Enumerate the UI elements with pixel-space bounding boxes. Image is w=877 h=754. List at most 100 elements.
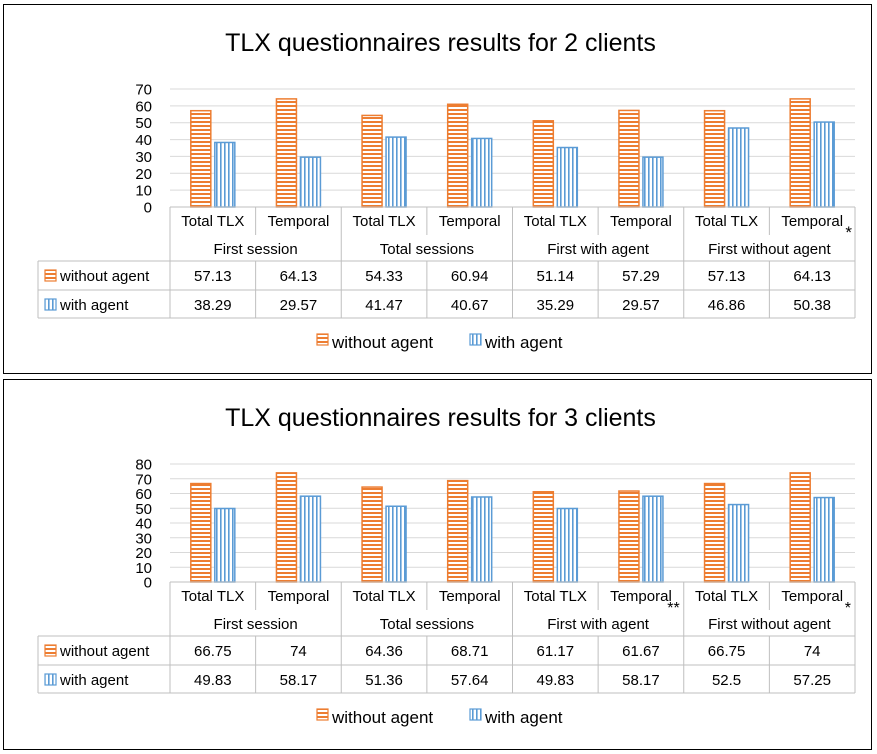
table-value: 61.17: [537, 643, 575, 660]
group-label: Total sessions: [380, 616, 474, 633]
chart-title: TLX questionnaires results for 3 clients: [225, 404, 656, 432]
y-tick-label: 40: [135, 516, 152, 533]
bar: [275, 98, 298, 208]
bar: [789, 472, 811, 583]
table-value: 58.17: [622, 672, 660, 689]
bar: [727, 127, 750, 208]
category-label: Temporal: [268, 213, 330, 230]
table-value: 52.5: [712, 672, 741, 689]
y-tick-label: 20: [135, 166, 152, 183]
bar: [642, 156, 664, 208]
y-tick-label: 40: [135, 132, 152, 149]
legend: without agent with agent: [316, 708, 563, 727]
y-tick-label: 50: [135, 501, 152, 518]
chart-title: TLX questionnaires results for 2 clients: [225, 29, 656, 57]
without-agent-key: [44, 644, 57, 657]
table-value: 51.14: [537, 268, 575, 285]
category-label: Temporal: [781, 213, 843, 230]
category-label: Total TLX: [353, 588, 416, 605]
group-label: First with agent: [547, 241, 650, 258]
bar: [727, 503, 750, 583]
table-value: 64.13: [280, 268, 318, 285]
table-value: 46.86: [708, 297, 746, 314]
gridlines: [170, 463, 855, 583]
chart-svg: TLX questionnaires results for 2 clients…: [37, 29, 856, 352]
bar: [813, 121, 835, 208]
bar: [214, 141, 236, 208]
legend-swatch-with-agent: [469, 708, 482, 721]
table-value: 57.13: [708, 268, 746, 285]
table-value: 64.36: [365, 643, 403, 660]
table-value: 58.17: [280, 672, 318, 689]
chart-panel-2-clients: TLX questionnaires results for 2 clients…: [3, 4, 872, 374]
category-label: Total TLX: [181, 213, 244, 230]
group-label: First with agent: [547, 616, 650, 633]
y-tick-label: 30: [135, 149, 152, 166]
category-label: Total TLX: [524, 213, 587, 230]
y-tick-label: 0: [144, 200, 152, 217]
table-value: 41.47: [365, 297, 403, 314]
data-table: [37, 206, 856, 319]
chart-svg: TLX questionnaires results for 3 clients…: [37, 404, 856, 727]
gridlines: [170, 88, 855, 208]
y-tick-label: 20: [135, 545, 152, 562]
y-tick-label: 70: [135, 471, 152, 488]
bar: [275, 472, 298, 583]
category-label: Temporal: [439, 213, 501, 230]
table-value: 38.29: [194, 297, 232, 314]
y-tick-label: 70: [135, 82, 152, 99]
y-tick-label: 80: [135, 457, 152, 474]
bar: [618, 109, 640, 208]
bar: [385, 505, 407, 583]
table-value: 57.29: [622, 268, 660, 285]
group-label: First without agent: [708, 616, 831, 633]
y-tick-label: 10: [135, 560, 152, 577]
group-label: Total sessions: [380, 241, 474, 258]
table-value: 68.71: [451, 643, 489, 660]
category-label: Temporal: [268, 588, 330, 605]
data-table: [37, 581, 856, 694]
bar: [556, 507, 579, 583]
table-value: 49.83: [194, 672, 232, 689]
bar: [470, 496, 493, 583]
category-label: Total TLX: [695, 213, 758, 230]
table-value: 35.29: [537, 297, 575, 314]
bar: [532, 491, 555, 583]
legend-label: with agent: [484, 708, 563, 727]
y-tick-label: 60: [135, 98, 152, 115]
with-agent-key: [44, 673, 57, 686]
bar: [214, 507, 236, 583]
bar: [190, 109, 212, 208]
category-label: Total TLX: [353, 213, 416, 230]
category-label: Temporal: [781, 588, 843, 605]
series-without-agent: [190, 98, 811, 208]
legend-label: without agent: [331, 333, 433, 352]
significance-marker: *: [845, 223, 852, 242]
table-value: 54.33: [365, 268, 403, 285]
table-value: 57.13: [194, 268, 232, 285]
row-header: without agent: [59, 268, 150, 285]
category-label: Temporal: [610, 213, 672, 230]
category-label: Total TLX: [181, 588, 244, 605]
table-value: 57.25: [793, 672, 831, 689]
series-with-agent: [214, 121, 835, 208]
series-without-agent: [190, 472, 811, 583]
legend-swatch-without-agent: [316, 333, 329, 346]
series-with-agent: [214, 495, 835, 583]
legend-swatch-without-agent: [316, 708, 329, 721]
chart-panel-3-clients: TLX questionnaires results for 3 clients…: [3, 379, 872, 750]
row-header: with agent: [59, 672, 129, 689]
table-value: 60.94: [451, 268, 489, 285]
bar: [703, 109, 726, 208]
group-label: First without agent: [708, 241, 831, 258]
table-value: 74: [804, 643, 821, 660]
legend-swatch-with-agent: [469, 333, 482, 346]
bar: [299, 156, 322, 208]
significance-marker: *: [845, 600, 851, 617]
table-value: 61.67: [622, 643, 660, 660]
legend-label: without agent: [331, 708, 433, 727]
table-value: 64.13: [793, 268, 831, 285]
table-value: 29.57: [280, 297, 318, 314]
bar: [361, 486, 383, 583]
table-value: 66.75: [708, 643, 746, 660]
